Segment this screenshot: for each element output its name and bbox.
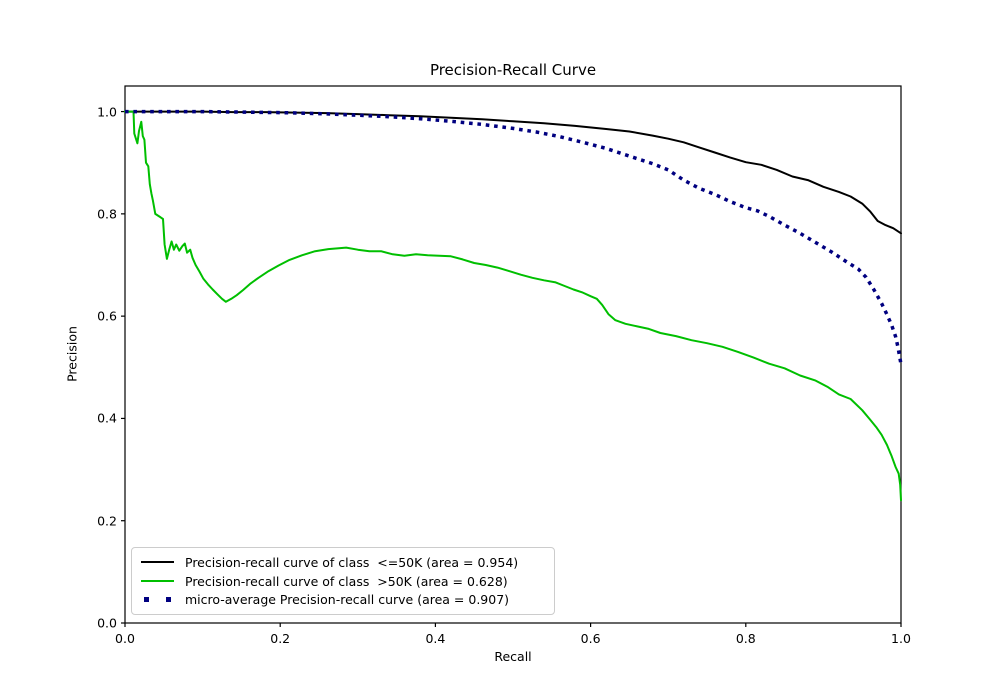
legend-label: Precision-recall curve of class >50K (ar… (185, 573, 508, 589)
legend-row-class-gt50k: Precision-recall curve of class >50K (ar… (141, 574, 545, 589)
x-tick-label: 0.4 (425, 631, 446, 646)
legend-row-class-le50k: Precision-recall curve of class <=50K (a… (141, 555, 545, 570)
legend-line-sample-dotted-navy (141, 597, 174, 603)
x-tick-label: 0.6 (580, 631, 601, 646)
y-tick-label: 1.0 (97, 104, 117, 120)
y-tick-label: 0.8 (97, 206, 117, 222)
x-tick-label: 0.0 (115, 631, 135, 646)
legend-row-micro-average: micro-average Precision-recall curve (ar… (141, 592, 545, 607)
plot-border (124, 85, 902, 624)
x-tick-label: 0.2 (270, 631, 291, 646)
x-axis-label: Recall (494, 649, 532, 664)
legend-label: micro-average Precision-recall curve (ar… (185, 592, 510, 608)
series-line-class-50k (124, 110, 902, 502)
dotted-line-icon (141, 597, 174, 603)
y-tick-label: 0.0 (97, 615, 117, 631)
dot-icon (166, 597, 171, 603)
chart-title: Precision-Recall Curve (429, 61, 597, 79)
legend-label: Precision-recall curve of class <=50K (a… (185, 554, 519, 570)
solid-line-icon (141, 580, 174, 582)
y-tick-label: 0.4 (97, 410, 117, 426)
solid-line-icon (141, 561, 174, 564)
legend: Precision-recall curve of class <=50K (a… (131, 547, 555, 615)
y-axis-label: Precision (64, 326, 80, 382)
dot-icon (144, 597, 149, 603)
legend-line-sample-solid-green (141, 580, 174, 582)
x-tick-label: 1.0 (891, 631, 911, 646)
y-tick-label: 0.6 (97, 308, 117, 324)
y-tick-label: 0.2 (97, 513, 117, 529)
x-tick-label: 0.8 (735, 631, 756, 646)
legend-line-sample-solid-black (141, 561, 174, 564)
series-line-micro-average (125, 109, 903, 365)
